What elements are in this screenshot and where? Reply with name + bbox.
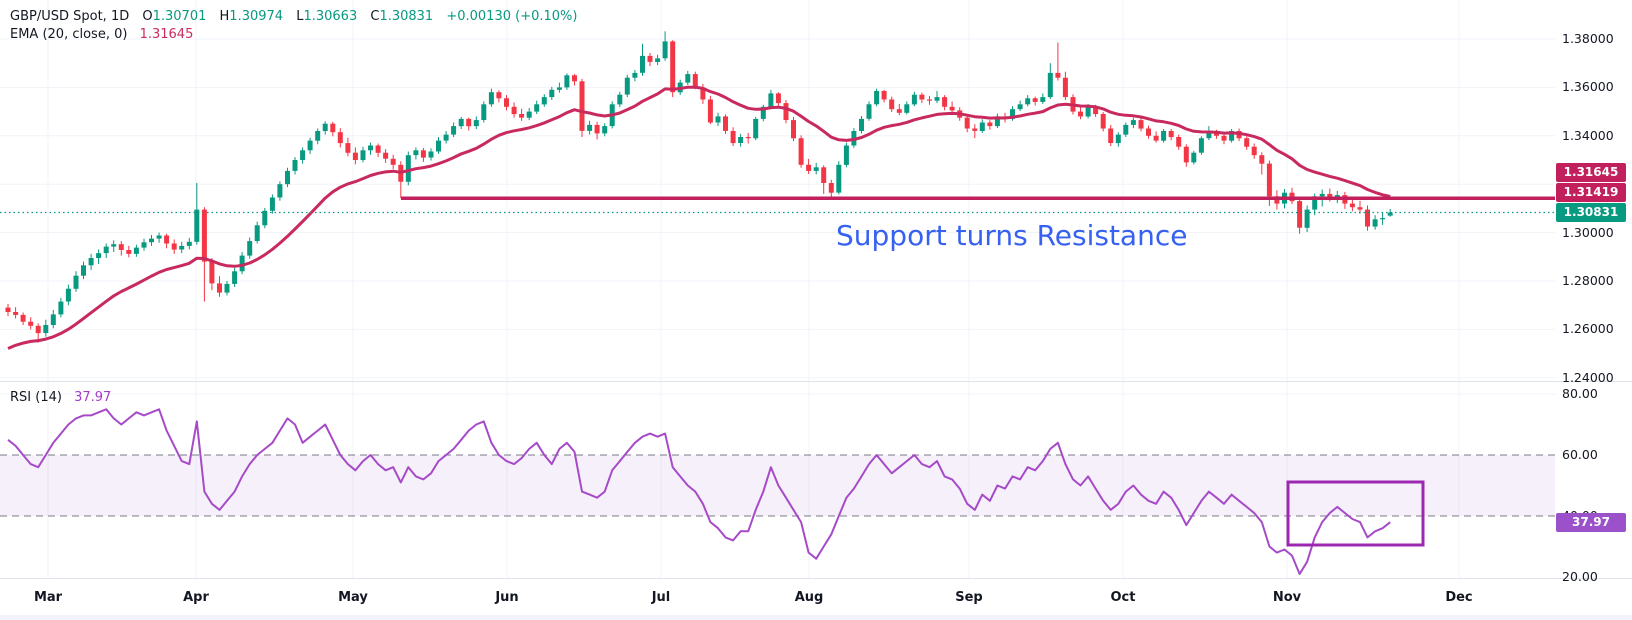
rsi-tick-label: 20.00 bbox=[1562, 569, 1598, 584]
price-tick-label: 1.24000 bbox=[1562, 370, 1614, 385]
ema-indicator-value: 1.31645 bbox=[139, 27, 194, 42]
price-tick-label: 1.34000 bbox=[1562, 128, 1614, 143]
rsi-indicator-label: RSI (14) bbox=[10, 390, 62, 405]
symbol-title: GBP/USD Spot, 1D bbox=[10, 9, 130, 24]
ema-value-badge: 1.31645 bbox=[1556, 162, 1626, 182]
price-tick-label: 1.26000 bbox=[1562, 321, 1614, 336]
rsi-indicator-value: 37.97 bbox=[74, 390, 112, 405]
month-label-dec: Dec bbox=[1445, 590, 1473, 605]
rsi-tick-label: 60.00 bbox=[1562, 447, 1598, 462]
close-value: 1.30831 bbox=[379, 9, 434, 24]
bottom-strip bbox=[0, 615, 1632, 620]
open-value: 1.30701 bbox=[152, 9, 207, 24]
price-tick-label: 1.38000 bbox=[1562, 31, 1614, 46]
rsi-box-annotation[interactable] bbox=[1286, 480, 1425, 547]
ema-line bbox=[7, 85, 1391, 350]
month-label-mar: Mar bbox=[33, 590, 63, 605]
rsi-legend-row[interactable]: RSI (14) 37.97 bbox=[10, 390, 111, 405]
last-price-badge: 1.30831 bbox=[1556, 202, 1626, 222]
high-value: 1.30974 bbox=[229, 9, 284, 24]
month-label-oct: Oct bbox=[1110, 590, 1136, 605]
resistance-level-badge: 1.31419 bbox=[1556, 182, 1626, 202]
support-resistance-annotation[interactable]: Support turns Resistance bbox=[836, 219, 1188, 252]
pane-separator[interactable] bbox=[0, 381, 1632, 382]
month-label-sep: Sep bbox=[955, 590, 983, 605]
month-label-nov: Nov bbox=[1272, 590, 1302, 605]
month-label-aug: Aug bbox=[794, 590, 824, 605]
low-key: L bbox=[296, 9, 304, 24]
rsi-line bbox=[7, 408, 1391, 575]
price-tick-label: 1.28000 bbox=[1562, 273, 1614, 288]
month-label-jul: Jul bbox=[651, 590, 671, 605]
symbol-legend-row[interactable]: GBP/USD Spot, 1D O1.30701 H1.30974 L1.30… bbox=[10, 9, 577, 24]
candlestick-series[interactable] bbox=[5, 31, 1393, 343]
change-value: +0.00130 (+0.10%) bbox=[446, 9, 578, 24]
price-tick-label: 1.36000 bbox=[1562, 79, 1614, 94]
month-label-may: May bbox=[338, 590, 368, 605]
time-axis-border bbox=[0, 578, 1632, 579]
high-key: H bbox=[219, 9, 230, 24]
rsi-tick-label: 80.00 bbox=[1562, 386, 1598, 401]
open-key: O bbox=[142, 9, 153, 24]
low-value: 1.30663 bbox=[303, 9, 358, 24]
ema-indicator-label: EMA (20, close, 0) bbox=[10, 27, 128, 42]
rsi-value-badge: 37.97 bbox=[1556, 512, 1626, 532]
price-tick-label: 1.30000 bbox=[1562, 225, 1614, 240]
month-label-jun: Jun bbox=[495, 590, 519, 605]
close-key: C bbox=[370, 9, 380, 24]
ema-legend-row[interactable]: EMA (20, close, 0) 1.31645 bbox=[10, 27, 193, 42]
month-label-apr: Apr bbox=[183, 590, 209, 605]
